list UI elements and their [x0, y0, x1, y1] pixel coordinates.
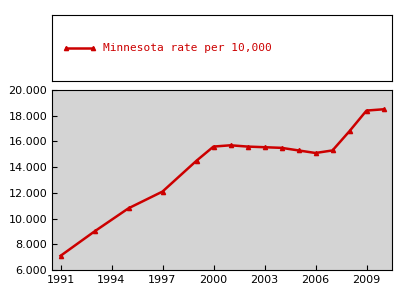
Line: Minnesota rate per 10,000: Minnesota rate per 10,000: [58, 107, 386, 258]
Minnesota rate per 10,000: [228, 143, 233, 147]
Minnesota rate per 10,000: [279, 146, 284, 150]
Minnesota rate per 10,000: [211, 145, 216, 148]
Minnesota rate per 10,000: [194, 159, 199, 163]
Minnesota rate per 10,000: [262, 146, 267, 149]
Minnesota rate per 10,000: [58, 254, 63, 258]
Minnesota rate per 10,000: [296, 148, 301, 152]
Minnesota rate per 10,000: [347, 129, 352, 133]
Minnesota rate per 10,000: [245, 145, 250, 148]
Minnesota rate per 10,000: [330, 148, 335, 152]
Minnesota rate per 10,000: [364, 109, 369, 112]
Minnesota rate per 10,000: [381, 107, 386, 111]
Minnesota rate per 10,000: [160, 190, 165, 194]
Text: Minnesota rate per 10,000: Minnesota rate per 10,000: [103, 43, 272, 53]
Minnesota rate per 10,000: [126, 206, 131, 210]
Minnesota rate per 10,000: [313, 151, 318, 155]
Minnesota rate per 10,000: [92, 230, 97, 233]
